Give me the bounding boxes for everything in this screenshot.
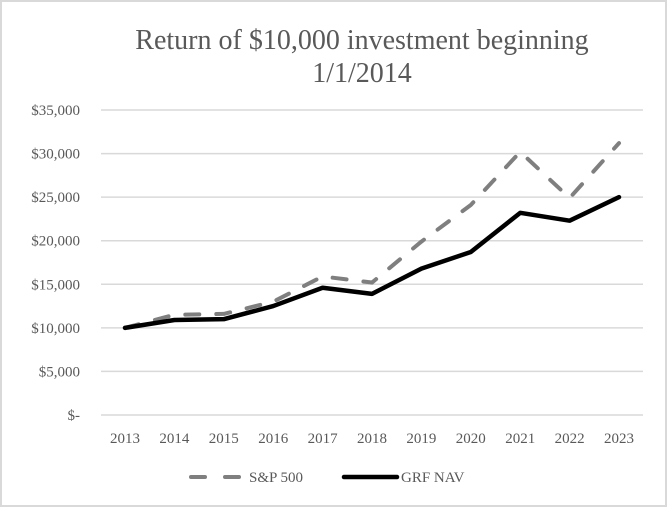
x-tick-label: 2013 [110,431,140,447]
y-tick-label: $15,000 [31,277,80,293]
x-tick-label: 2021 [505,431,535,447]
series-s-p-500 [123,141,621,330]
chart-title-line-2: 1/1/2014 [312,58,412,89]
x-tick-label: 2017 [308,431,339,447]
chart-title: Return of $10,000 investment beginning 1… [135,25,588,89]
series-grf-nav [122,194,622,331]
x-tick-label: 2022 [555,431,585,447]
y-tick-label: $- [68,408,81,424]
series-line [123,141,621,330]
x-tick-label: 2016 [258,431,289,447]
legend-item-grf-nav: GRF NAV [341,470,465,486]
legend-label: S&P 500 [249,470,303,486]
x-tick-label: 2019 [406,431,436,447]
y-tick-label: $10,000 [31,321,80,337]
y-axis: $- $5,000 $10,000 $15,000 $20,000 $25,000 $30,… [31,103,80,424]
gridlines [101,109,643,416]
x-axis: 2013 2014 2015 2016 2017 2018 2019 2020 2021 2022… [110,431,634,447]
x-tick-label: 2014 [159,431,190,447]
chart-title-line-1: Return of $10,000 investment beginning [135,25,588,56]
y-tick-label: $30,000 [31,147,80,163]
y-tick-label: $35,000 [31,103,80,119]
legend-label: GRF NAV [401,470,465,486]
x-tick-label: 2018 [357,431,387,447]
legend-item-sp500: S&P 500 [189,470,303,486]
x-tick-label: 2023 [604,431,634,447]
legend: S&P 500 GRF NAV [189,470,465,486]
x-tick-label: 2015 [209,431,239,447]
y-tick-label: $20,000 [31,234,80,250]
series-line [122,194,622,331]
y-tick-label: $5,000 [39,364,80,380]
series-lines [122,141,622,331]
y-tick-label: $25,000 [31,190,80,206]
x-tick-label: 2020 [456,431,486,447]
